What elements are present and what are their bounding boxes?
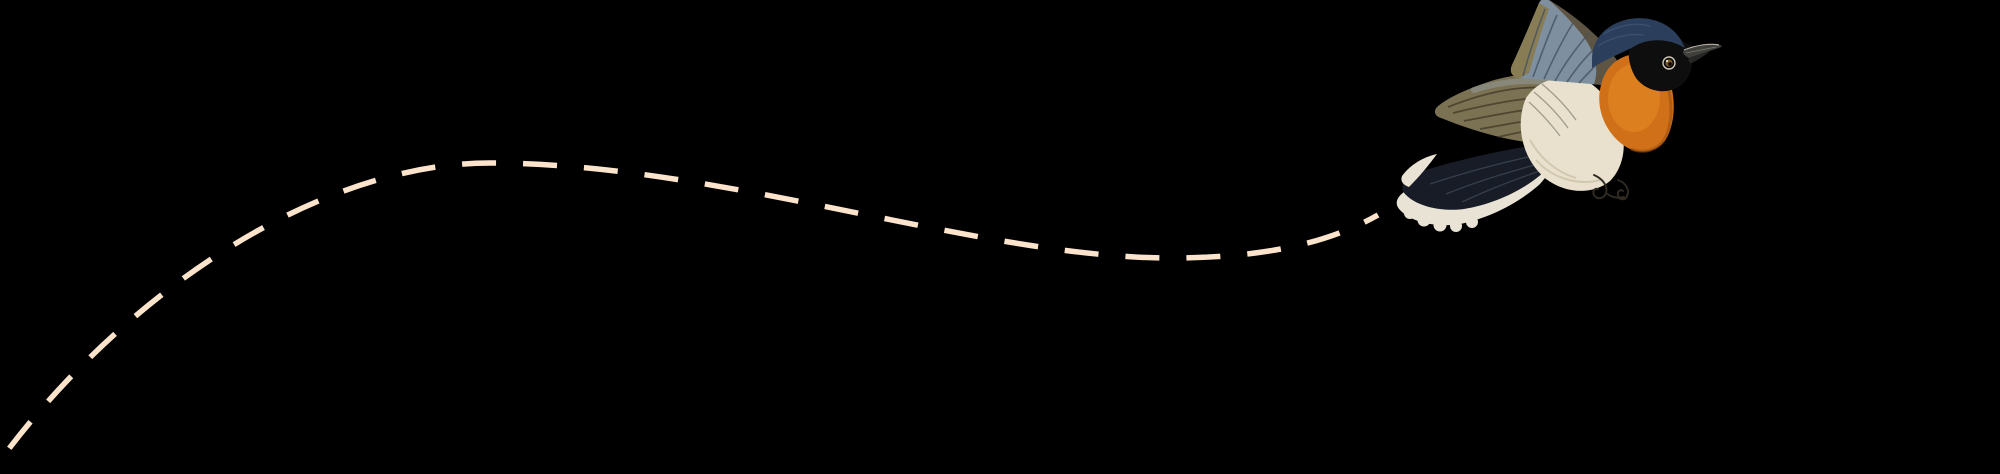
bird-eye	[1662, 56, 1676, 70]
foot-curl-left	[1592, 174, 1608, 200]
back-streak-lines	[1528, 83, 1577, 137]
foot-toe-line	[1605, 192, 1625, 199]
flying-bird-illustration	[1396, 0, 1722, 232]
breast-shadow-rim	[1630, 81, 1673, 153]
crown-sheen-lines	[1597, 23, 1651, 47]
bird-body	[1520, 77, 1624, 191]
bird-upper-wing	[1510, 0, 1619, 85]
belly-shading-lines	[1529, 139, 1601, 183]
eye-pupil	[1668, 62, 1672, 66]
beak-gap-line	[1685, 46, 1717, 54]
beak-ridge-line	[1683, 43, 1720, 51]
tail-feather-tip	[1433, 218, 1447, 232]
upper-wing-feather-lines	[1522, 8, 1610, 84]
crown	[1591, 18, 1685, 68]
tail-feather-tip	[1450, 220, 1462, 232]
tail-feather-tip	[1466, 216, 1478, 228]
eye-glint	[1665, 59, 1669, 63]
bird-feet	[1592, 174, 1629, 201]
beak-lower	[1688, 49, 1712, 64]
tail-feather-tip	[1417, 213, 1431, 227]
bird-head	[1591, 18, 1722, 92]
tail-tip-white-wedge	[1401, 154, 1437, 187]
tail-feather-tip	[1404, 207, 1416, 219]
bird-beak	[1682, 43, 1722, 64]
upper-wing-trailing-edge	[1549, 0, 1619, 85]
eye-ring	[1662, 56, 1676, 70]
foot-curl-right	[1616, 179, 1629, 201]
